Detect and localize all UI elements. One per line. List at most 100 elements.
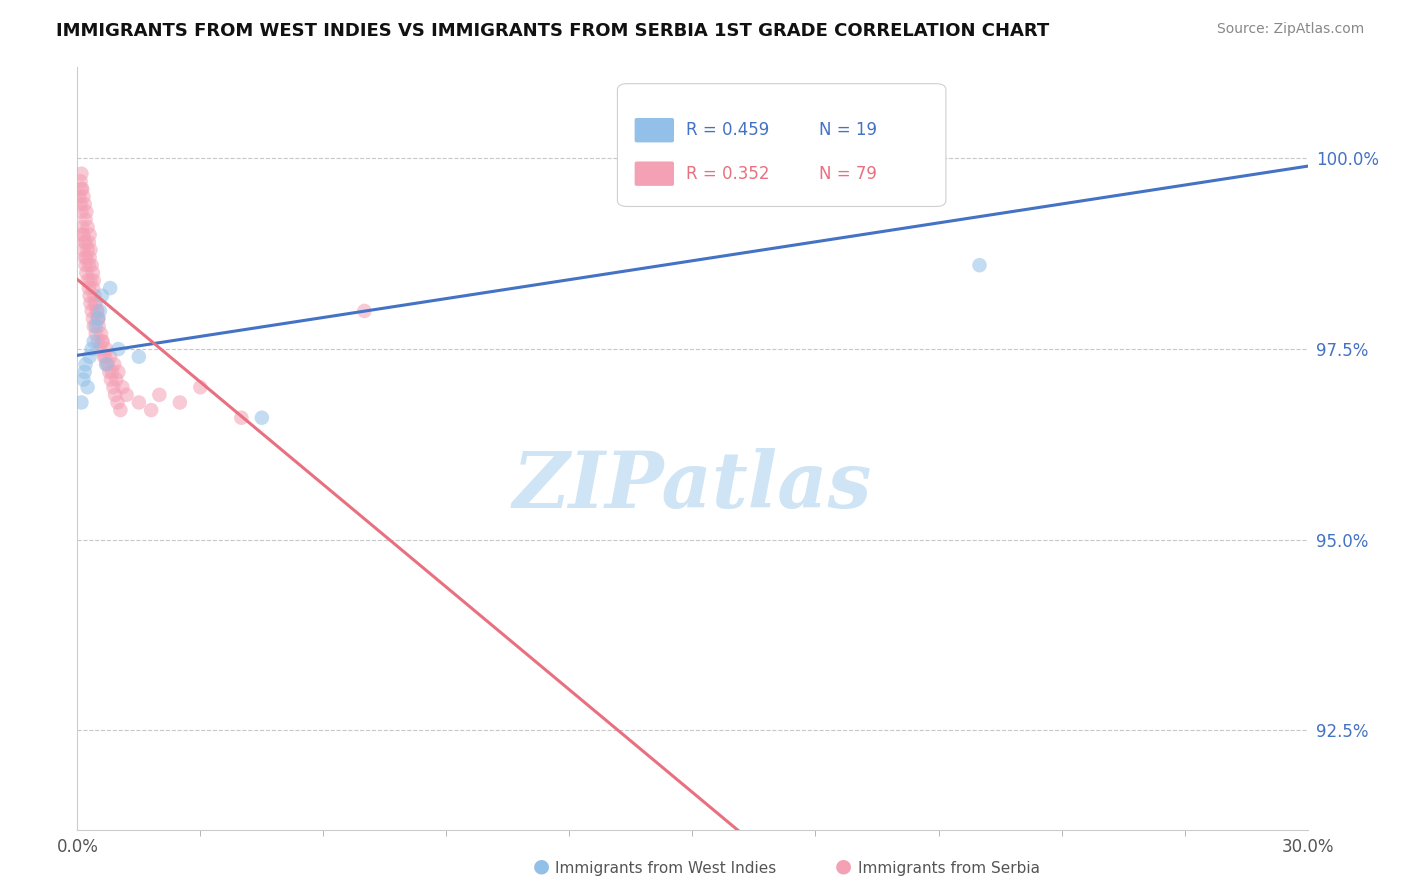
Text: N = 19: N = 19 [820,121,877,139]
Point [98,350,121,364]
Point [93,350,115,364]
Text: IMMIGRANTS FROM WEST INDIES VS IMMIGRANTS FROM SERBIA 1ST GRADE CORRELATION CHAR: IMMIGRANTS FROM WEST INDIES VS IMMIGRANT… [56,22,1049,40]
Point [76,243,98,257]
Point [73,251,96,265]
Point [86,304,108,318]
Point [84,326,107,341]
Point [84,296,107,310]
Point [79,251,101,265]
Point [103,380,125,394]
Point [73,365,96,379]
Text: N = 79: N = 79 [820,165,877,183]
Point [107,395,129,409]
Point [89,304,111,318]
Point [70,204,93,219]
Point [79,289,101,303]
Point [80,342,103,356]
Point [87,311,110,326]
Point [94,350,117,364]
Point [98,281,121,295]
Point [91,334,114,349]
Point [169,395,191,409]
Point [90,326,112,341]
Point [83,273,105,287]
Point [77,281,100,295]
Point [111,380,134,394]
Point [86,304,108,318]
FancyBboxPatch shape [617,84,946,206]
Point [250,410,273,425]
Text: Source: ZipAtlas.com: Source: ZipAtlas.com [1216,22,1364,37]
Text: R = 0.459: R = 0.459 [686,121,769,139]
Point [77,235,100,250]
Point [128,395,150,409]
Point [87,319,110,334]
Point [73,197,96,211]
Point [89,342,111,356]
Text: ●: ● [533,857,550,876]
FancyBboxPatch shape [634,161,673,186]
Point [83,296,105,310]
Point [98,365,121,379]
Point [82,311,104,326]
Point [82,266,104,280]
Point [80,258,103,272]
Point [82,281,104,295]
Point [70,182,93,196]
Point [79,273,101,287]
Point [79,227,101,242]
Point [67,189,90,203]
Point [77,258,100,272]
Point [353,304,375,318]
Point [87,334,110,349]
Point [105,373,128,387]
Text: R = 0.352: R = 0.352 [686,165,770,183]
Point [100,373,122,387]
Point [75,235,97,250]
Point [75,204,97,219]
Point [75,266,97,280]
Point [75,212,97,227]
Point [96,357,118,371]
Point [87,311,110,326]
Point [70,167,93,181]
Point [75,357,97,371]
Point [148,388,170,402]
Point [79,296,101,310]
Point [94,357,117,371]
Point [76,380,98,394]
Point [69,174,91,188]
Point [101,365,124,379]
Point [72,243,94,257]
Point [76,273,98,287]
Point [128,350,150,364]
Point [90,334,114,349]
Point [103,357,125,371]
Point [75,251,97,265]
Point [70,395,93,409]
Point [107,342,129,356]
Point [107,365,129,379]
Point [73,235,96,250]
Point [231,410,253,425]
Point [69,197,91,211]
Point [83,319,105,334]
Point [907,152,929,166]
Point [83,289,105,303]
Point [79,243,101,257]
Point [84,319,107,334]
Point [83,334,105,349]
Point [87,311,110,326]
Point [80,304,103,318]
Point [97,357,120,371]
Point [79,350,101,364]
Point [72,189,94,203]
Point [969,258,991,272]
Point [76,220,98,235]
Point [94,342,117,356]
FancyBboxPatch shape [634,118,673,143]
Point [141,403,163,417]
Text: Immigrants from Serbia: Immigrants from Serbia [858,861,1039,876]
Text: Immigrants from West Indies: Immigrants from West Indies [555,861,776,876]
Point [70,182,93,196]
